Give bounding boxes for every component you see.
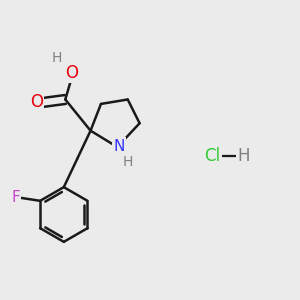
Text: Cl: Cl	[204, 147, 220, 165]
Text: O: O	[30, 93, 43, 111]
Text: H: H	[122, 155, 133, 169]
Text: O: O	[65, 64, 78, 82]
Text: H: H	[51, 51, 62, 65]
Text: F: F	[11, 190, 20, 206]
Text: N: N	[113, 139, 124, 154]
Text: H: H	[237, 147, 250, 165]
